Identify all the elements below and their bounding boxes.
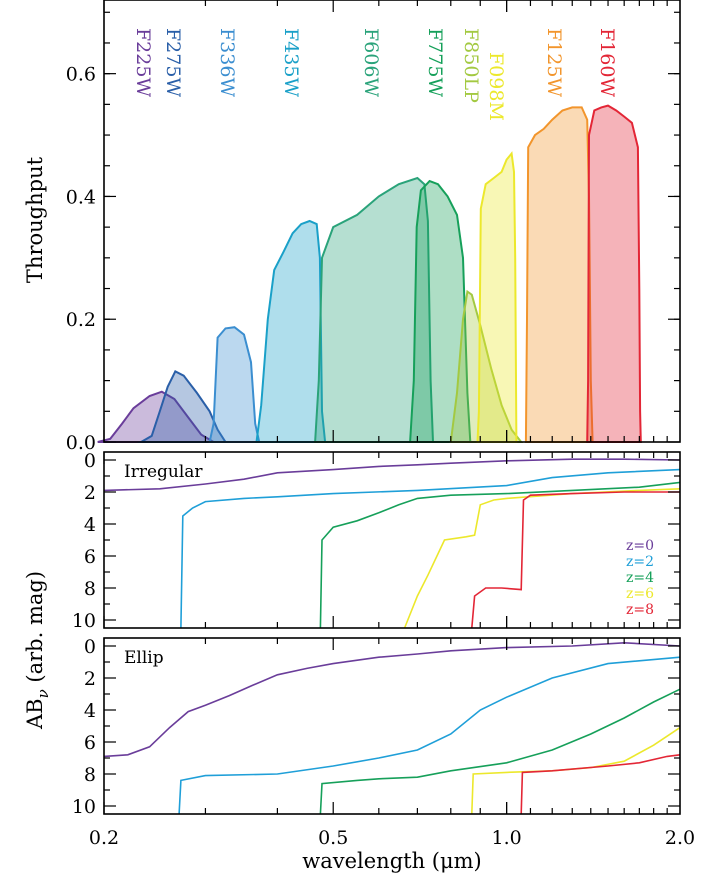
filters-y-tick-label: 0.6 (66, 64, 96, 86)
filter-label-f125w: F125W (543, 28, 565, 97)
ellip-y-tick-label: 2 (84, 668, 96, 690)
irregular-panel-title: Irregular (124, 462, 203, 482)
filter-label-f606w: F606W (360, 28, 382, 97)
irregular-spectrum-z4 (319, 481, 681, 629)
y-axis-label-abmag: ABν (arb. mag) (23, 571, 52, 730)
ellip-spectrum-z8 (520, 754, 681, 815)
filter-label-f098m: F098M (485, 52, 507, 121)
filters-y-tick-label: 0.2 (66, 309, 96, 331)
irregular-spectra-panel: Irregular z=0z=2z=4z=6z=8 0 2 4 6 8 10 (72, 450, 681, 632)
ellip-spectrum-z4 (319, 688, 681, 815)
y-axis-label-ab: AB (23, 698, 47, 730)
legend-entry-z4: z=4 (626, 570, 654, 586)
ellip-y-tick-label: 4 (84, 700, 96, 722)
filter-label-f225w: F225W (132, 28, 154, 97)
ellip-y-tick-label: 6 (84, 732, 96, 754)
irregular-spectrum-z8 (471, 491, 680, 629)
ellip-y-tick-label: 10 (72, 796, 96, 818)
filter-curve-f435w (255, 219, 327, 443)
filter-label-f160w: F160W (596, 28, 618, 97)
filter-curve-f336w (208, 326, 261, 443)
ellip-y-tick-label: 0 (84, 636, 96, 658)
filter-label-f775w: F775W (424, 28, 446, 97)
legend-entry-z8: z=8 (626, 602, 654, 618)
x-tick-label: 1.0 (491, 827, 521, 849)
irregular-y-tick-label: 6 (84, 546, 96, 568)
x-axis-label: wavelength (μm) (302, 849, 481, 873)
x-tick-label: 0.5 (318, 827, 348, 849)
irregular-y-tick-label: 8 (84, 578, 96, 600)
filter-curve-f125w (524, 106, 594, 443)
legend-entry-z0: z=0 (626, 538, 654, 554)
x-tick-label: 0.2 (89, 827, 119, 849)
filter-label-f336w: F336W (216, 28, 238, 97)
legend-entry-z6: z=6 (626, 586, 654, 602)
filter-label-f435w: F435W (280, 28, 302, 97)
ellip-y-tick-label: 8 (84, 764, 96, 786)
irregular-y-tick-label: 0 (84, 450, 96, 472)
y-axis-label-throughput: Throughput (23, 156, 47, 283)
filter-curve-f098m (476, 151, 518, 443)
ellip-axes-frame (103, 637, 681, 815)
ellip-spectrum-z2 (178, 656, 681, 815)
filters-axes-frame (103, 0, 681, 443)
irregular-spectrum-z2 (180, 468, 681, 629)
irregular-y-tick-label: 2 (84, 482, 96, 504)
irregular-y-tick-label: 10 (72, 610, 96, 632)
filter-curve-f606w (314, 176, 435, 443)
y-axis-label-units: (arb. mag) (23, 571, 47, 689)
y-axis-label-nu: ν (34, 689, 52, 698)
filter-curve-f275w (137, 370, 228, 443)
filter-label-f850lp: F850LP (460, 28, 482, 103)
x-tick-label: 2.0 (665, 827, 695, 849)
elliptical-spectra-panel: Ellip 0 2 4 6 8 10 0.2 0.5 1.0 2.0 (72, 636, 695, 849)
filter-label-f275w: F275W (162, 28, 184, 97)
ellip-panel-title: Ellip (124, 648, 164, 668)
filters-y-tick-label: 0.4 (66, 186, 96, 208)
legend-entry-z2: z=2 (626, 554, 654, 570)
filter-curve-f775w (409, 179, 472, 443)
ellip-spectrum-z0 (103, 641, 681, 758)
filter-curve-f160w (586, 104, 642, 443)
filters-y-tick-label: 0.0 (66, 432, 96, 454)
irregular-spectrum-z0 (103, 458, 681, 492)
irregular-y-tick-label: 4 (84, 514, 96, 536)
filter-throughput-panel: F225W F275W F336W F435W F606W F775W F850LP F098… (66, 0, 681, 454)
